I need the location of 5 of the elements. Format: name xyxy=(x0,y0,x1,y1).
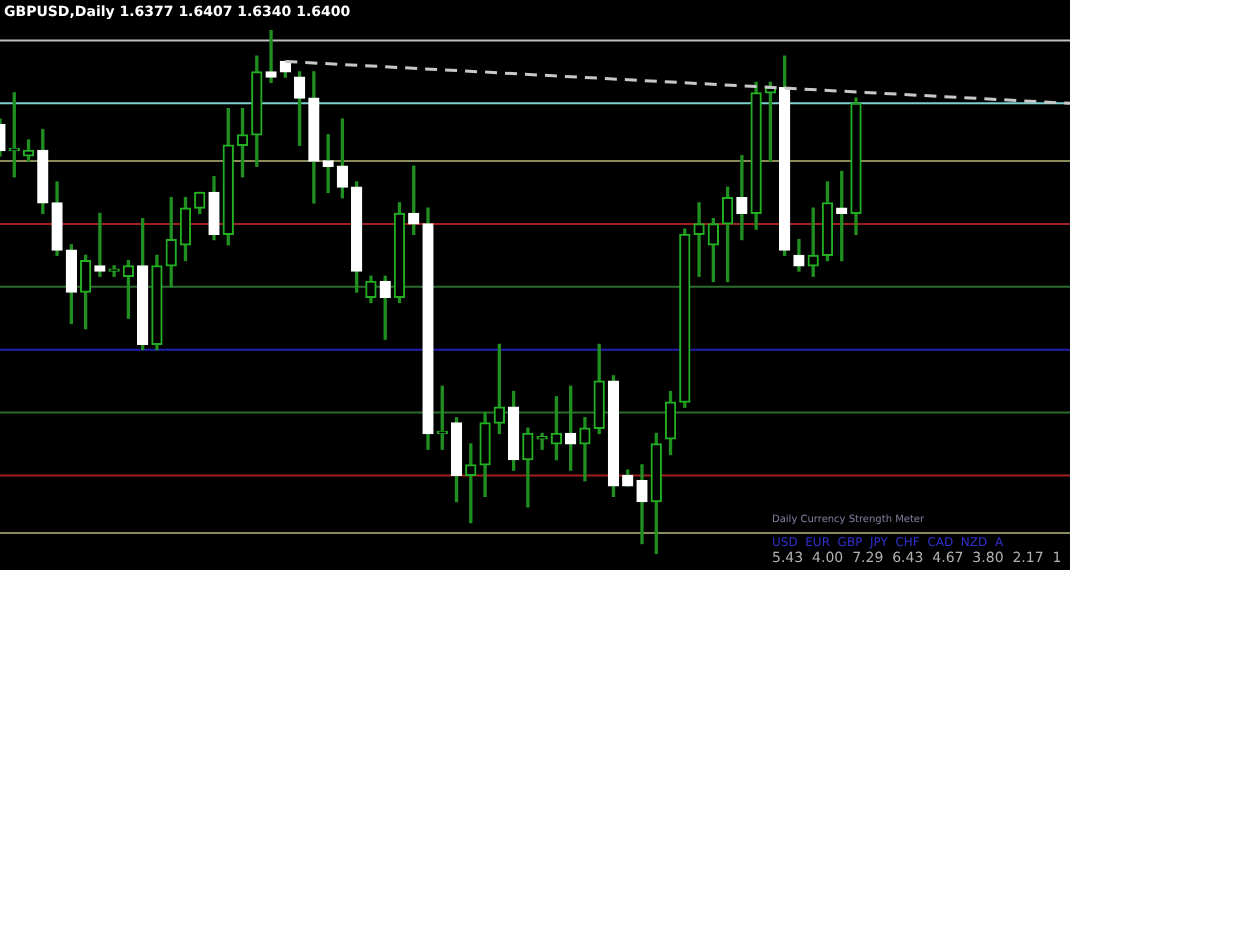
candlestick xyxy=(736,155,748,241)
candlestick xyxy=(265,30,277,84)
candlestick xyxy=(693,202,705,277)
candlestick xyxy=(322,134,334,194)
candlestick xyxy=(94,212,106,277)
